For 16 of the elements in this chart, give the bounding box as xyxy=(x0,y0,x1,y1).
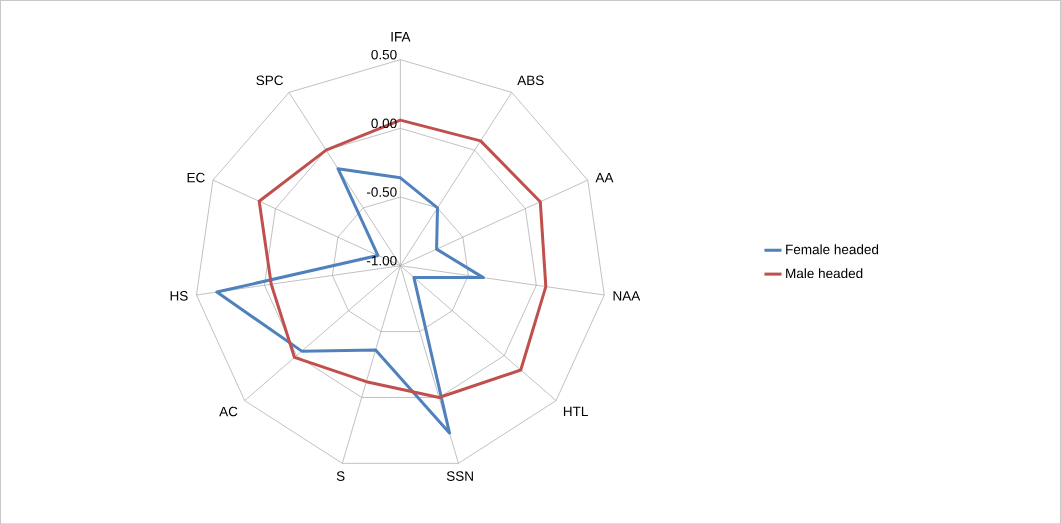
spoke-label: NAA xyxy=(613,291,641,301)
spoke-label: AC xyxy=(219,406,238,417)
spoke-label: HTL xyxy=(563,406,588,416)
spoke-label: SPC xyxy=(256,75,284,85)
y-tick-label: 0.50 xyxy=(371,49,397,60)
legend-label: Female headed xyxy=(786,244,879,255)
spoke-label: HS xyxy=(170,290,188,301)
spoke-label: SSN xyxy=(446,471,473,481)
spoke-label: ABS xyxy=(517,75,544,85)
spoke-label: IFA xyxy=(391,31,411,42)
y-tick-label: -1.00 xyxy=(366,255,397,266)
spoke-label: S xyxy=(336,471,345,481)
spoke-label: EC xyxy=(187,172,205,183)
legend-label: Male headed xyxy=(786,268,863,278)
spoke-label: AA xyxy=(595,172,614,183)
y-tick-label: -0.50 xyxy=(366,187,397,197)
